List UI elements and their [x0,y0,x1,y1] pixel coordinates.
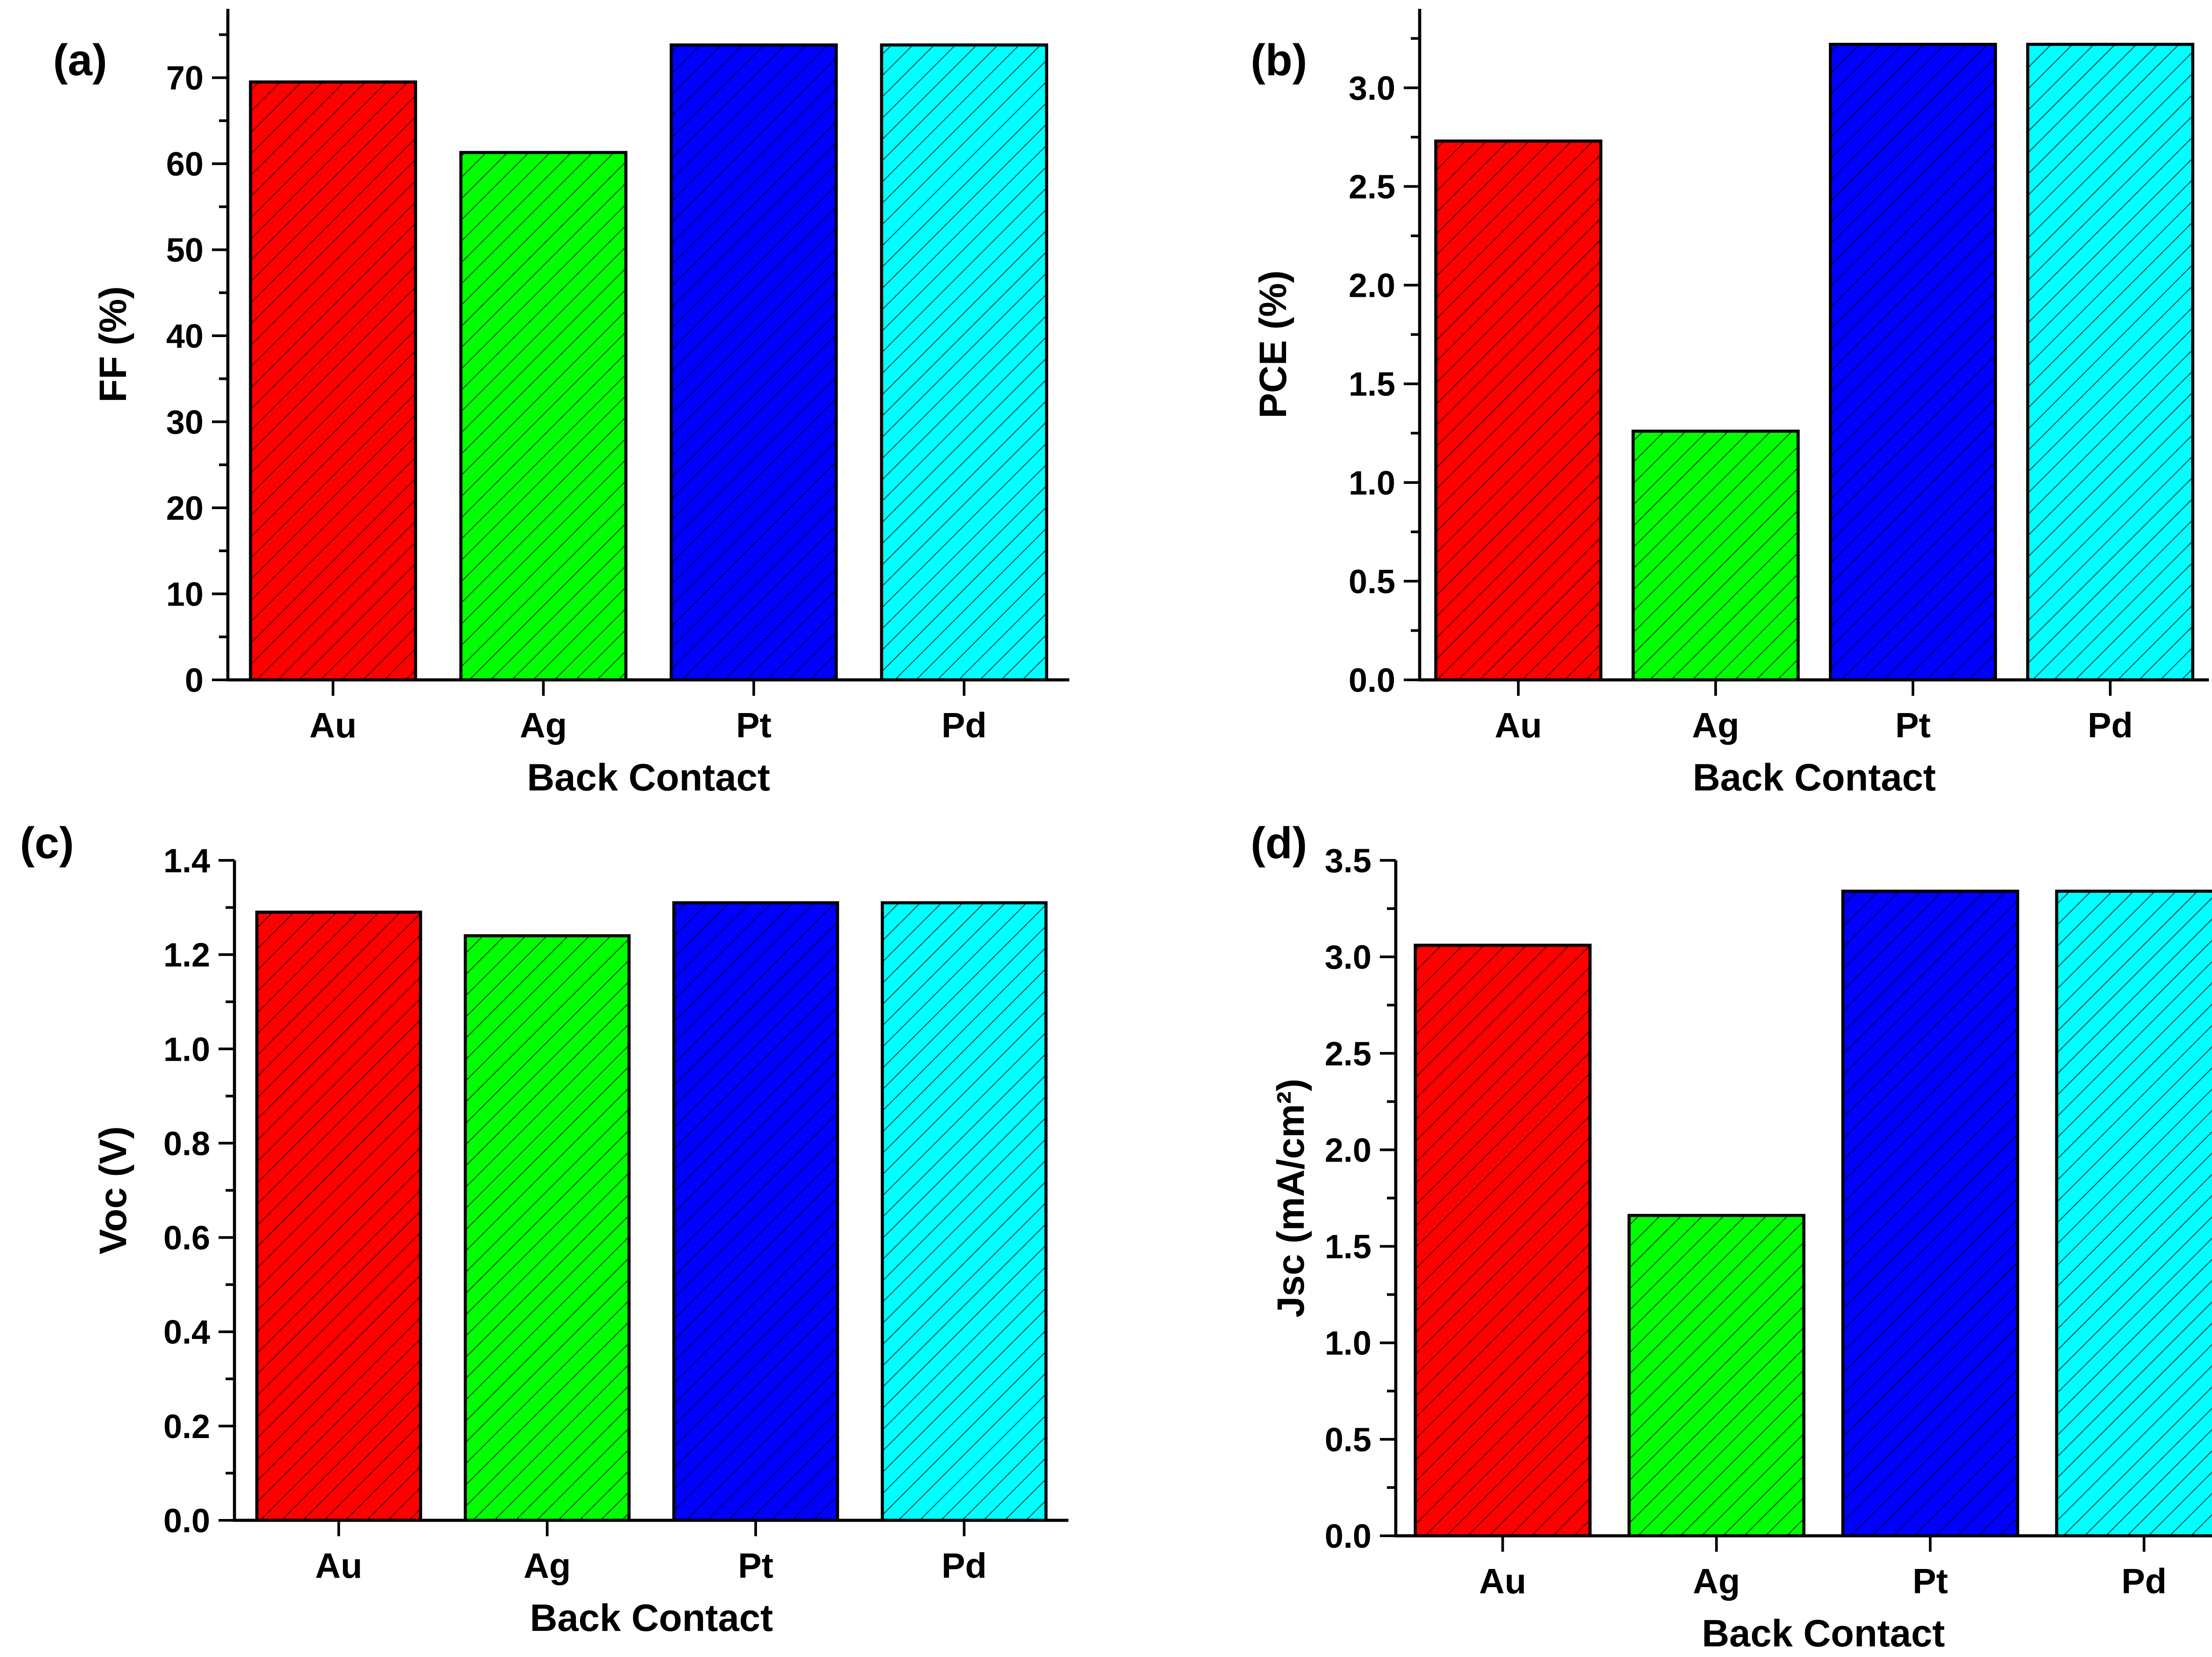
x-tick-label-au: Au [1479,1561,1526,1601]
y-tick-label: 0.0 [163,1502,210,1540]
bar-ag [464,934,631,1522]
bar-au [249,80,417,682]
x-tick-label-pt: Pt [738,1546,773,1585]
y-tick-label: 3.5 [1325,842,1371,880]
bar-pt [672,901,839,1522]
y-tick-label: 3.0 [1325,939,1371,976]
x-tick-label-au: Au [315,1546,362,1585]
y-tick-label: 50 [166,232,204,269]
chart-panel-b: 0.0 0.5 1.0 1.5 2.0 2.5 3.0 Au Ag Pt Pd Back Contac… [1251,9,2209,799]
x-tick-label-ag: Ag [520,706,567,745]
bar-pd [2026,42,2194,682]
y-tick-label: 1.0 [163,1031,210,1068]
y-tick-label: 10 [166,576,204,614]
y-tick-label: 20 [166,490,204,527]
y-tick-label: 2.0 [1325,1132,1371,1169]
x-tick-label-au: Au [1495,706,1542,745]
x-tick-label-ag: Ag [1693,1561,1740,1601]
x-tick-label-pt: Pt [1912,1561,1948,1601]
x-tick-label-pt: Pt [736,706,772,745]
y-tick-label: 0.6 [163,1220,210,1257]
chart-panel-d: 0.0 0.5 1.0 1.5 2.0 2.5 3.0 3.5 Au Ag Pt Pd Back Con… [1251,823,2212,1655]
bar-pd [880,43,1048,682]
y-tick-label: 1.5 [1348,366,1395,403]
y-tick-label: 0.5 [1348,563,1395,601]
panel-label: (c) [20,823,74,868]
bar-au [1434,139,1602,682]
y-tick-label: 40 [166,318,204,355]
y-tick-label: 70 [166,60,204,97]
y-tick-label: 2.5 [1325,1035,1371,1073]
y-tick-label: 1.4 [163,842,210,880]
y-tick-label: 0.8 [163,1125,210,1162]
y-tick-label: 0.0 [1325,1518,1371,1555]
y-tick-label: 30 [166,404,204,441]
y-tick-label: 3.0 [1348,69,1395,107]
bar-pd [2055,890,2212,1538]
x-axis-title: Back Contact [1693,756,1936,799]
bar-ag [1632,430,1800,682]
bar-pt [669,43,838,682]
panel-label: (a) [53,35,107,85]
bar-pt [1829,42,1997,682]
bar-ag [1627,1214,1805,1538]
x-tick-label-ag: Ag [524,1546,571,1585]
chart-panel-a: 0 10 20 30 40 50 60 70 Au Ag Pt Pd Back Contact FF (%… [53,9,1069,799]
y-tick-label: 1.5 [1325,1228,1371,1266]
y-tick-label: 1.0 [1325,1325,1371,1362]
x-tick-label-pd: Pd [2088,706,2133,745]
y-axis-title: Jsc (mA/cm²) [1270,1078,1312,1317]
x-axis-title: Back Contact [1702,1612,1945,1655]
x-tick-label-pd: Pd [2121,1561,2166,1601]
bar-au [1413,944,1592,1538]
x-tick-label-pd: Pd [941,1546,987,1585]
y-tick-label: 1.0 [1348,464,1395,502]
bar-pt [1841,890,2020,1538]
panel-label: (b) [1251,35,1307,85]
y-axis-title: PCE (%) [1252,270,1294,418]
y-tick-label: 0.4 [163,1314,210,1351]
bar-au [255,910,422,1522]
x-tick-label-ag: Ag [1692,706,1740,745]
chart-panel-c: 0.0 0.2 0.4 0.6 0.8 1.0 1.2 1.4 Au Ag Pt Pd Back Con… [20,823,1068,1639]
panel-label: (d) [1251,823,1307,868]
x-axis-title: Back Contact [530,1597,773,1639]
bar-pd [880,901,1048,1522]
y-tick-label: 2.0 [1348,267,1395,305]
y-tick-label: 1.2 [163,936,210,974]
x-tick-label-pt: Pt [1895,706,1931,745]
x-axis-title: Back Contact [527,756,770,799]
y-tick-label: 0 [185,662,204,699]
y-tick-label: 0.5 [1325,1421,1371,1459]
bar-ag [459,151,628,682]
y-tick-label: 0.0 [1348,662,1395,699]
y-tick-label: 60 [166,146,204,183]
y-axis-title: Voc (V) [92,1126,134,1254]
x-tick-label-au: Au [309,706,357,745]
y-tick-label: 0.2 [163,1408,210,1446]
y-tick-label: 2.5 [1348,169,1395,206]
y-axis-title: FF (%) [92,286,134,403]
x-tick-label-pd: Pd [941,706,987,745]
